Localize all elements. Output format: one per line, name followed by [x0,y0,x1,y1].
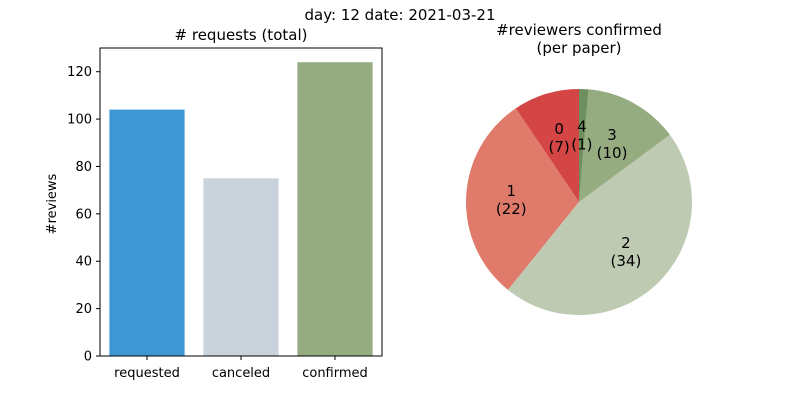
pie-chart-title-line-2: (per paper) [536,39,621,57]
pie-label-count: (1) [571,135,592,153]
y-tick-label: 120 [67,65,92,80]
pie-label-count: (10) [597,144,628,162]
pie-labels: 0(7) 1(22) 2(34) 3(10) 4(1) [496,117,641,270]
bar-chart-title: # requests (total) [175,26,308,44]
bar-marks [109,62,373,356]
pie-label-count: (22) [496,200,527,218]
figure-suptitle: day: 12 date: 2021-03-21 [305,6,496,24]
pie-slice-3 [579,89,670,202]
x-tick-label: canceled [212,366,270,381]
pie-chart: #reviewers confirmed (per paper) 0(7) 1(2… [466,21,692,315]
bar-confirmed [297,62,373,356]
x-tick-label: confirmed [302,366,368,381]
pie-label-count: (34) [611,252,642,270]
bar-chart-frame [99,47,383,357]
bar-axes: requested canceled confirmed 0 20 40 60 80 100 12… [67,47,383,381]
bar-chart: # requests (total) #reviews requested can… [45,26,383,381]
y-tick-label: 100 [67,113,92,128]
pie-label-category: 2 [621,234,631,252]
pie-label-category: 1 [506,182,516,200]
bar-chart-ylabel: #reviews [45,173,60,234]
y-tick-label: 0 [84,350,92,365]
pie-slice-0 [515,89,579,202]
y-tick-label: 60 [75,207,92,222]
pie-label-category: 0 [554,120,564,138]
x-tick-label: requested [114,366,180,381]
pie-label-category: 4 [577,117,587,135]
y-tick-label: 20 [75,302,92,317]
pie-chart-title-line-1: #reviewers confirmed [496,21,662,39]
y-tick-label: 80 [75,160,92,175]
pie-slice-2 [508,134,692,315]
pie-label-category: 3 [607,126,617,144]
pie-slice-4 [579,89,589,202]
bar-canceled [203,178,279,356]
bar-requested [109,109,185,356]
pie-label-count: (7) [549,138,570,156]
y-tick-label: 40 [75,255,92,270]
pie-slice-1 [466,108,579,290]
pie-slices [466,89,692,315]
